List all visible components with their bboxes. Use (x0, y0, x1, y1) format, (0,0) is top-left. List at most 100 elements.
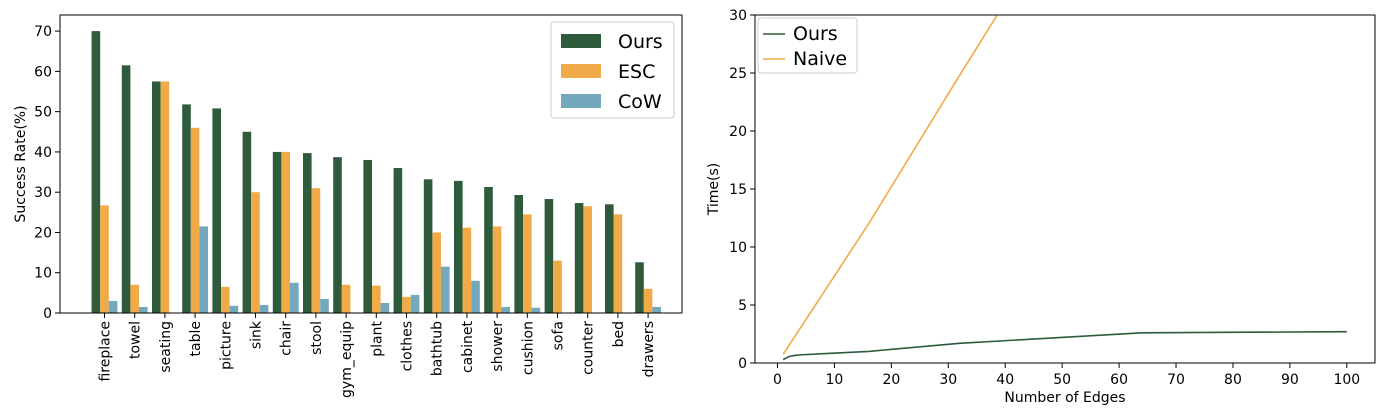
bar-esc-bed (613, 214, 623, 313)
bar-ours-clothes (393, 168, 403, 313)
line-x-tick-label: 0 (773, 372, 782, 388)
bar-esc-fireplace (100, 205, 109, 313)
bar-x-tick-label: table (188, 321, 204, 356)
bar-x-tick-label: clothes (400, 321, 416, 371)
bar-esc-bathtub (432, 232, 441, 313)
bar-y-tick-label: 50 (34, 105, 52, 121)
bar-cow-fireplace (108, 300, 118, 313)
bar-cow-chair (290, 282, 299, 313)
bar-ours-fireplace (91, 31, 101, 314)
bar-x-tick-label: plant (369, 320, 385, 356)
line-x-tick-label: 70 (1167, 372, 1185, 388)
bar-esc-drawers (643, 288, 653, 313)
line-series-ours (782, 330, 1347, 361)
bar-y-tick-label: 10 (34, 266, 52, 282)
bar-ours-plant (363, 159, 372, 313)
bar-ours-cushion (514, 195, 523, 313)
bar-y-tick-label: 30 (34, 185, 52, 201)
bar-x-tick-label: cabinet (460, 320, 476, 373)
bar-ours-bathtub (423, 179, 433, 313)
bar-esc-cabinet (462, 227, 472, 313)
bar-esc-gym_equip (341, 284, 351, 313)
bar-esc-sink (251, 192, 260, 313)
bar-x-tick-label: towel (128, 321, 144, 359)
bar-cow-cushion (531, 307, 541, 313)
legend-label-esc: ESC (618, 61, 655, 83)
bar-cow-sink (259, 304, 269, 313)
bar-x-tick-label: shower (490, 321, 506, 372)
bar-y-tick-label: 60 (34, 64, 52, 80)
bar-ours-bed (605, 204, 614, 313)
line-y-tick-label: 20 (729, 124, 747, 140)
bar-x-tick-label: picture (218, 321, 234, 370)
bar-cow-towel (139, 306, 148, 313)
bar-cow-picture (229, 305, 239, 313)
bar-y-tick-label: 0 (43, 306, 52, 322)
bar-cow-cabinet (471, 280, 480, 313)
line-chart: 0 5 10 15 20 25 30 0 10 20 30 40 50 60 70 80 90 100 Time… (706, 8, 1376, 406)
line-marks (782, 15, 1347, 361)
bar-esc-towel (130, 284, 139, 313)
bar-esc-plant (372, 285, 381, 313)
bar-esc-cushion (523, 214, 532, 313)
line-x-tick-label: 80 (1224, 372, 1242, 388)
bar-x-tick-label: gym_equip (339, 321, 355, 398)
line-y-axis-ticks: 0 5 10 15 20 25 30 (729, 8, 755, 372)
legend-swatch-cow (561, 94, 601, 108)
bar-ours-cabinet (454, 180, 463, 313)
bar-x-tick-label: fireplace (98, 321, 114, 382)
legend-label-cow: CoW (618, 91, 662, 113)
bar-ours-towel (121, 65, 131, 314)
legend-label-ours-line: Ours (793, 23, 838, 45)
bar-y-tick-label: 40 (34, 145, 52, 161)
bar-x-tick-label: chair (279, 321, 295, 356)
bar-cow-drawers (652, 306, 661, 313)
bar-cow-clothes (410, 294, 420, 313)
bar-ours-stool (303, 153, 312, 313)
bar-y-axis-label: Success Rate(%) (13, 105, 29, 222)
legend-swatch-esc (561, 64, 601, 78)
bar-esc-counter (583, 206, 592, 313)
legend-label-naive: Naive (793, 48, 847, 70)
line-x-tick-label: 10 (826, 372, 844, 388)
bar-cow-plant (380, 302, 390, 313)
line-y-tick-label: 15 (729, 182, 747, 198)
bar-ours-gym_equip (333, 157, 342, 313)
bar-y-tick-label: 20 (34, 225, 52, 241)
bar-cow-bathtub (441, 266, 450, 313)
bar-marks (91, 31, 661, 314)
bar-x-tick-label: sofa (551, 321, 567, 350)
bar-esc-seating (160, 81, 170, 313)
bar-ours-drawers (635, 262, 644, 313)
line-y-tick-label: 10 (729, 240, 747, 256)
line-y-tick-label: 30 (729, 8, 747, 24)
legend-swatch-ours (561, 34, 601, 48)
line-y-axis-label: Time(s) (706, 163, 722, 216)
bar-x-tick-label: bed (611, 321, 627, 347)
bar-y-tick-label: 70 (34, 24, 52, 40)
bar-plot-frame (59, 14, 683, 314)
legend-label-ours: Ours (618, 31, 663, 53)
bar-x-tick-label: bathtub (430, 321, 446, 376)
line-y-tick-label: 25 (729, 66, 747, 82)
line-x-tick-label: 50 (1053, 372, 1071, 388)
bar-ours-sink (242, 131, 252, 313)
bar-ours-shower (484, 186, 493, 313)
bar-esc-table (190, 127, 200, 313)
bar-y-axis-ticks: 0 10 20 30 40 50 60 70 (34, 24, 60, 322)
bar-ours-chair (272, 151, 282, 313)
bar-x-tick-label: cushion (520, 321, 536, 375)
bar-ours-picture (212, 108, 221, 313)
bar-legend: Ours ESC CoW (550, 21, 675, 119)
line-x-tick-label: 60 (1110, 372, 1128, 388)
line-x-tick-label: 40 (996, 372, 1014, 388)
line-x-tick-label: 90 (1281, 372, 1299, 388)
bar-x-tick-label: sink (249, 320, 265, 349)
line-x-axis-ticks: 0 10 20 30 40 50 60 70 80 90 100 (773, 363, 1360, 388)
bar-cow-table (199, 226, 208, 313)
line-x-axis-label: Number of Edges (1004, 390, 1125, 406)
bar-esc-sofa (553, 260, 562, 313)
bar-x-tick-label: stool (309, 321, 325, 355)
bar-ours-counter (574, 203, 584, 313)
